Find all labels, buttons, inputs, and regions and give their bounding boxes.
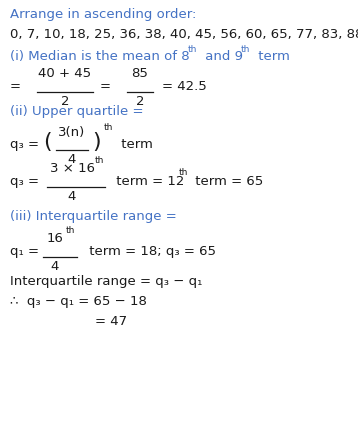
Text: ∴  q₃ − q₁ = 65 − 18: ∴ q₃ − q₁ = 65 − 18 bbox=[10, 295, 147, 308]
Text: 4: 4 bbox=[68, 190, 76, 203]
Text: q₃ =: q₃ = bbox=[10, 138, 39, 151]
Text: 3(n): 3(n) bbox=[58, 126, 86, 139]
Text: 4: 4 bbox=[68, 153, 76, 166]
Text: 40 + 45: 40 + 45 bbox=[38, 67, 92, 80]
Text: 16: 16 bbox=[47, 232, 63, 245]
Text: term = 12: term = 12 bbox=[112, 175, 184, 188]
Text: 2: 2 bbox=[61, 95, 69, 108]
Text: 0, 7, 10, 18, 25, 36, 38, 40, 45, 56, 60, 65, 77, 83, 88, 95: 0, 7, 10, 18, 25, 36, 38, 40, 45, 56, 60… bbox=[10, 28, 358, 41]
Text: th: th bbox=[66, 226, 76, 235]
Text: th: th bbox=[104, 123, 113, 132]
Text: term: term bbox=[117, 138, 153, 151]
Text: q₃ =: q₃ = bbox=[10, 175, 39, 188]
Text: = 47: = 47 bbox=[95, 315, 127, 328]
Text: term = 18; q₃ = 65: term = 18; q₃ = 65 bbox=[85, 245, 216, 258]
Text: (: ( bbox=[43, 132, 52, 152]
Text: term = 65: term = 65 bbox=[191, 175, 263, 188]
Text: 4: 4 bbox=[51, 260, 59, 273]
Text: th: th bbox=[95, 156, 105, 165]
Text: =: = bbox=[10, 80, 21, 93]
Text: ): ) bbox=[92, 132, 101, 152]
Text: and 9: and 9 bbox=[201, 50, 243, 63]
Text: q₁ =: q₁ = bbox=[10, 245, 39, 258]
Text: Arrange in ascending order:: Arrange in ascending order: bbox=[10, 8, 197, 21]
Text: th: th bbox=[179, 168, 188, 177]
Text: 85: 85 bbox=[131, 67, 149, 80]
Text: (ii) Upper quartile =: (ii) Upper quartile = bbox=[10, 105, 144, 118]
Text: th: th bbox=[188, 45, 197, 54]
Text: =: = bbox=[100, 80, 111, 93]
Text: (i) Median is the mean of 8: (i) Median is the mean of 8 bbox=[10, 50, 190, 63]
Text: (iii) Interquartile range =: (iii) Interquartile range = bbox=[10, 210, 177, 223]
Text: 3 × 16: 3 × 16 bbox=[49, 162, 95, 175]
Text: th: th bbox=[241, 45, 250, 54]
Text: 2: 2 bbox=[136, 95, 144, 108]
Text: term: term bbox=[254, 50, 290, 63]
Text: Interquartile range = q₃ − q₁: Interquartile range = q₃ − q₁ bbox=[10, 275, 202, 288]
Text: = 42.5: = 42.5 bbox=[162, 80, 207, 93]
